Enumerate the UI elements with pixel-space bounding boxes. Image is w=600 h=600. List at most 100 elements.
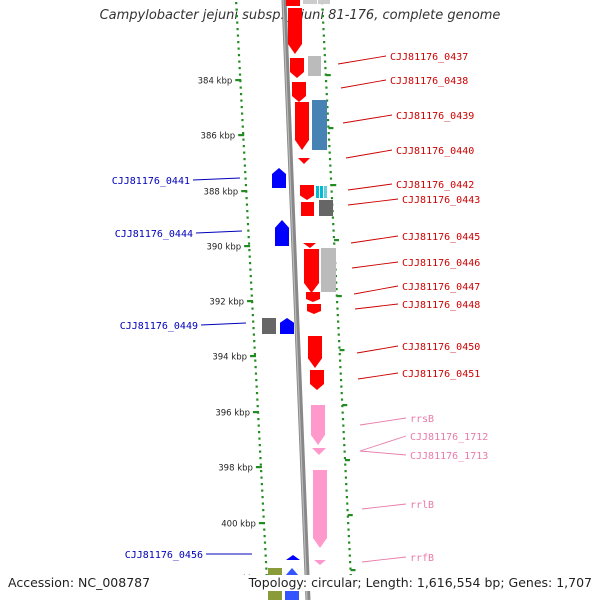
track-dot: [340, 398, 344, 401]
track-dot: [339, 372, 342, 375]
cds-feature-0451: [310, 370, 324, 390]
track-dot: [345, 489, 348, 492]
track-dot: [263, 528, 266, 531]
track-dot: [326, 112, 329, 115]
track-dot: [333, 242, 336, 245]
track-dot: [245, 197, 248, 200]
track-dot: [348, 554, 351, 557]
axis-tick: [255, 466, 262, 469]
label-connector: [195, 230, 243, 234]
track-dot: [342, 424, 345, 427]
backbone-highlight: [282, 0, 308, 600]
cds-feature-grey: [319, 200, 333, 216]
rna-feature-1712: [312, 448, 326, 455]
label-connector: [340, 79, 387, 89]
cds-feature-grey-0449: [262, 318, 276, 334]
label-connector: [359, 417, 407, 426]
track-tick: [345, 459, 350, 462]
topology-text: Topology: circular; Length: 1,616,554 bp…: [248, 575, 592, 590]
cds-feature-0445: [303, 243, 316, 248]
label-connector: [357, 372, 399, 380]
track-dot: [339, 366, 342, 369]
track-dot: [241, 119, 244, 122]
axis-tick-label: 392 kbp: [209, 298, 244, 308]
track-dot: [323, 47, 326, 50]
track-dot: [246, 223, 250, 226]
track-dot: [340, 392, 343, 395]
track-dot: [243, 158, 246, 161]
track-dot: [255, 385, 258, 388]
cds-feature-steelblue: [312, 100, 327, 150]
track-tick: [347, 514, 353, 517]
axis-tick-label: 388 kbp: [204, 188, 239, 198]
label-connector: [359, 450, 407, 456]
cds-feature-0440: [298, 158, 310, 164]
track-dot: [326, 106, 329, 109]
axis-tick-label: 398 kbp: [218, 464, 253, 474]
track-dot: [243, 164, 246, 167]
label-connector: [350, 235, 399, 244]
gene-label: CJJ81176_0446: [402, 258, 480, 269]
track-dot: [325, 80, 328, 83]
cds-feature-0437: [288, 8, 302, 54]
cds-feature-0439: [295, 102, 309, 150]
track-dot: [329, 164, 332, 167]
track-dot: [342, 437, 346, 440]
gene-label: CJJ81176_0450: [402, 342, 480, 353]
track-dot: [341, 411, 344, 414]
track-dot: [257, 424, 260, 427]
track-dot: [327, 125, 330, 128]
track-dot: [241, 125, 244, 128]
track-dot: [336, 314, 339, 317]
track-dot: [263, 535, 266, 538]
track-tick: [342, 404, 348, 407]
cds-feature-0448: [307, 304, 321, 314]
track-dot: [337, 320, 340, 323]
track-dot: [322, 28, 325, 31]
label-connector: [354, 303, 399, 310]
track-dot: [236, 21, 239, 24]
track-dot: [260, 470, 263, 473]
gene-label: CJJ81176_0438: [390, 76, 468, 87]
track-dot: [244, 184, 248, 187]
track-dot: [255, 379, 258, 382]
track-dot: [326, 119, 330, 122]
track-dot: [338, 340, 341, 343]
gene-label: CJJ81176_0444: [115, 229, 193, 240]
track-dot: [340, 385, 343, 388]
track-dot: [236, 34, 240, 37]
track-dot: [244, 177, 247, 180]
cds-feature-0450: [308, 336, 322, 368]
track-tick: [325, 74, 331, 77]
cds-feature-0437b: [290, 58, 304, 78]
cds-feature-grey: [321, 248, 336, 292]
cds-feature-0456: [286, 555, 300, 560]
track-dot: [335, 288, 338, 291]
cds-feature: [286, 0, 300, 6]
gene-label: rrsB: [410, 414, 434, 425]
track-dot: [336, 307, 339, 310]
track-dot: [241, 112, 244, 115]
gene-label: CJJ81176_0456: [125, 550, 203, 561]
track-dot: [252, 333, 255, 336]
track-dot: [251, 314, 254, 317]
track-dot: [322, 34, 325, 37]
track-dot: [240, 106, 243, 109]
gene-labels-right: CJJ81176_0437 CJJ81176_0438 CJJ81176_0439 C…: [390, 52, 488, 564]
track-dot: [329, 177, 333, 180]
track-dot: [338, 346, 341, 349]
gene-features: [262, 0, 336, 600]
track-tick: [331, 184, 337, 187]
track-dot: [250, 281, 253, 284]
track-dot: [323, 41, 326, 44]
track-dot: [264, 548, 267, 551]
track-dot: [249, 275, 252, 278]
gene-label: rrlB: [410, 500, 434, 511]
track-dot: [259, 450, 262, 453]
axis-tick-label: 396 kbp: [215, 409, 250, 419]
track-dot: [330, 190, 333, 193]
track-dot: [253, 346, 256, 349]
track-dot: [348, 548, 351, 551]
track-dot: [253, 353, 257, 356]
cds-feature-0449: [280, 318, 294, 334]
